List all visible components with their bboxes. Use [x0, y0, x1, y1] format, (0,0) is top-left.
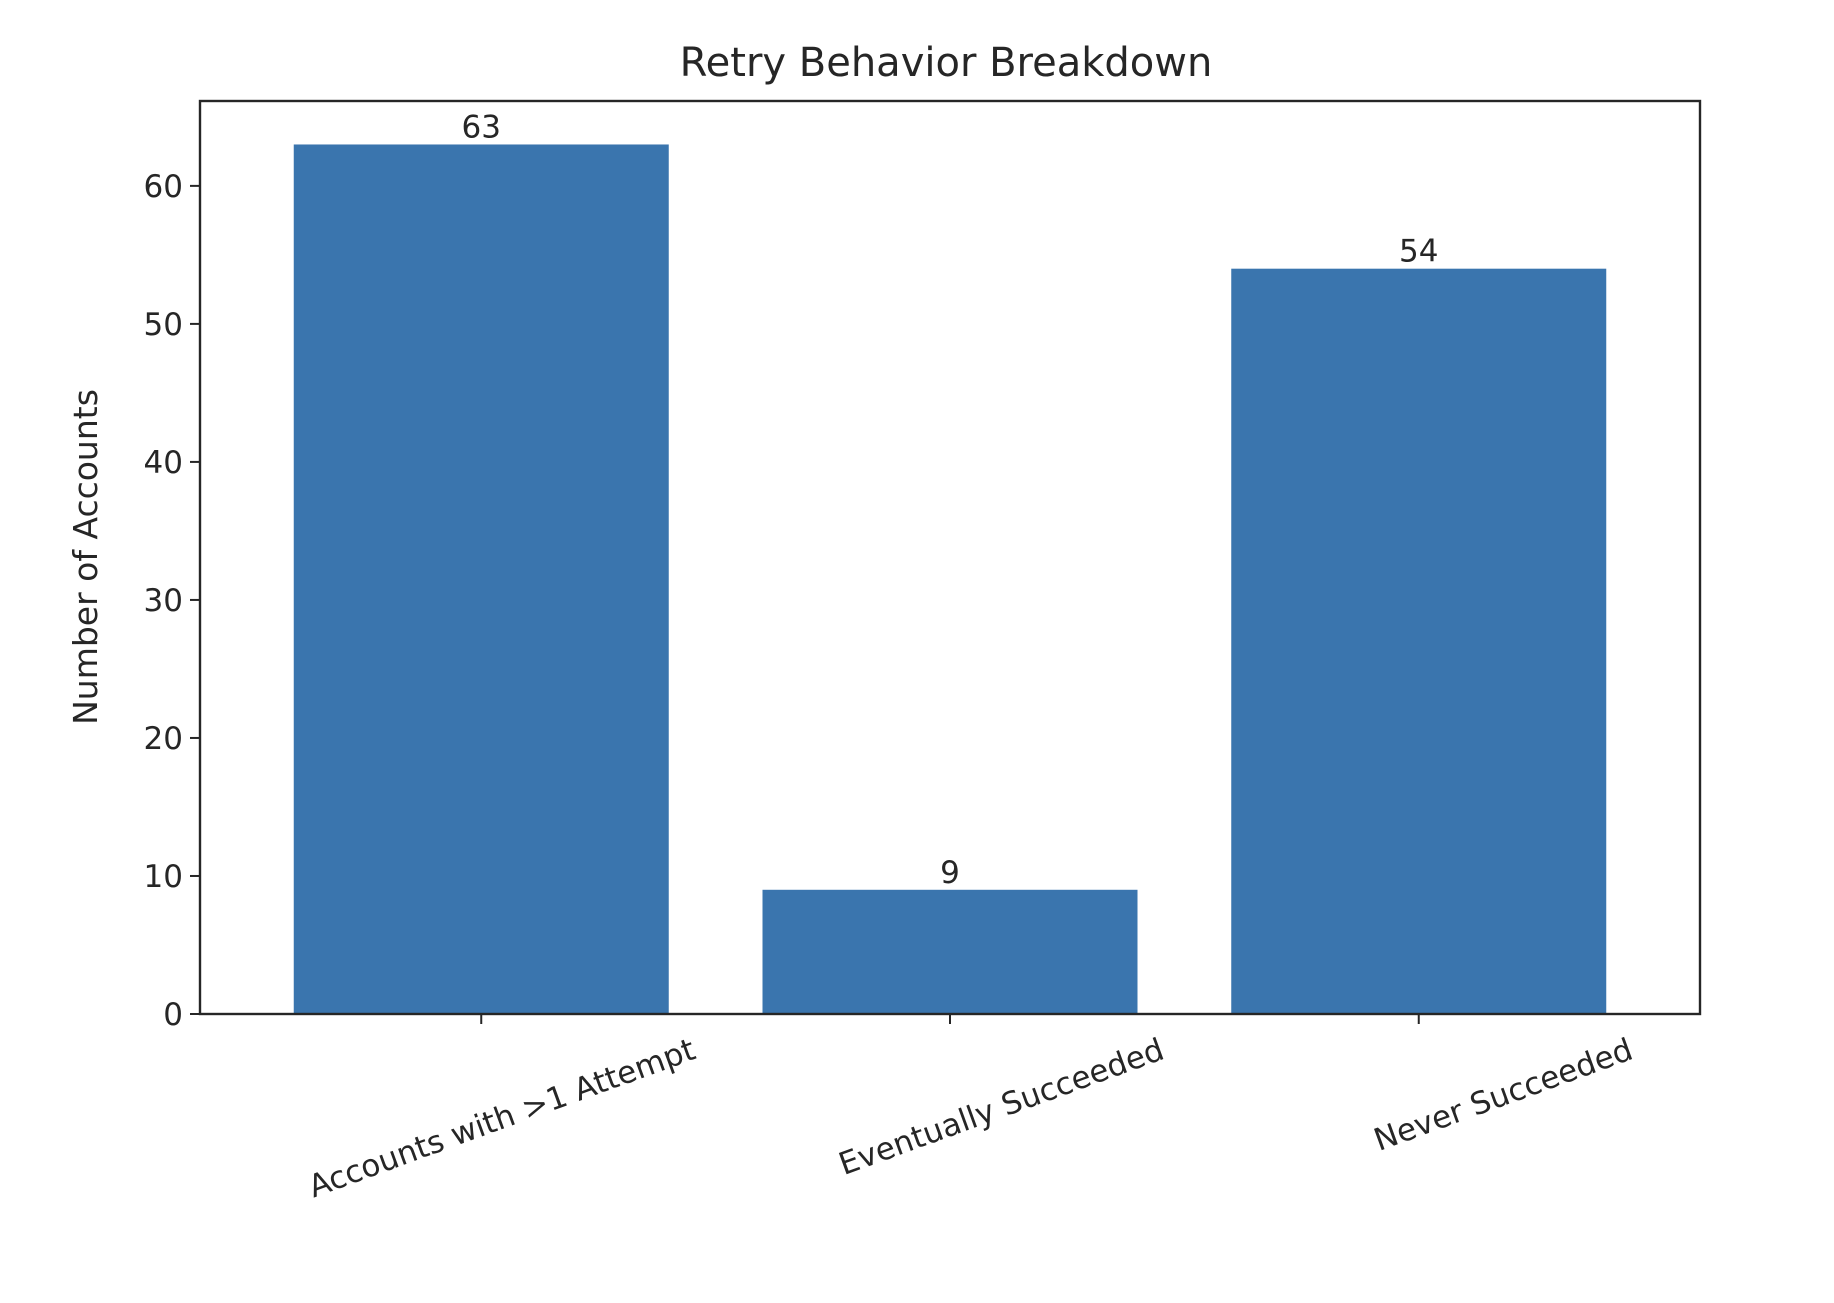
bar-value-label-0: 63 [462, 109, 501, 145]
value-labels-layer: 63 9 54 [462, 109, 1439, 890]
bar-value-label-2: 54 [1399, 234, 1438, 270]
bar-0 [293, 144, 669, 1014]
y-tick-label-0: 0 [163, 997, 183, 1033]
chart-title: Retry Behavior Breakdown [680, 40, 1213, 86]
x-tick-label-0: Accounts with >1 Attempt [304, 1032, 700, 1206]
y-axis: 0 10 20 30 40 50 60 [144, 169, 200, 1033]
y-tick-label-5: 50 [144, 307, 183, 343]
bar-1 [762, 889, 1138, 1014]
y-tick-label-6: 60 [144, 169, 183, 205]
bar-value-label-1: 9 [940, 855, 960, 891]
x-tick-label-2: Never Succeeded [1369, 1032, 1637, 1159]
bar-2 [1231, 268, 1607, 1015]
x-tick-label-1: Eventually Succeeded [834, 1032, 1169, 1183]
y-tick-label-1: 10 [144, 859, 183, 895]
y-tick-label-2: 20 [144, 721, 183, 757]
y-tick-label-3: 30 [144, 583, 183, 619]
y-tick-label-4: 40 [144, 445, 183, 481]
x-axis: Accounts with >1 Attempt Eventually Succe… [304, 1014, 1637, 1206]
bars-layer [293, 144, 1607, 1015]
y-axis-label: Number of Accounts [66, 389, 105, 725]
